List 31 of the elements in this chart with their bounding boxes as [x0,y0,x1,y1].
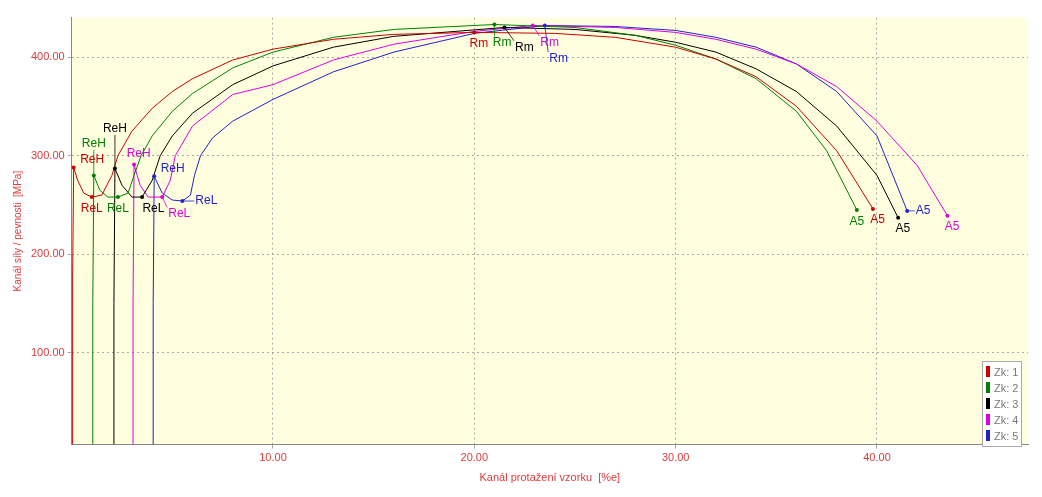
x-tick-label: 10.00 [259,451,287,464]
x-axis-title: Kanál protažení vzorku [%e] [479,471,621,484]
annotation: Rm [540,34,560,49]
annotation: Rm [469,35,489,50]
annotation: A5 [870,212,886,227]
annotation: Rm [514,39,534,54]
legend-label: Zk: 3 [994,397,1019,410]
legend-label: Zk: 1 [994,365,1019,378]
y-tick-label: 400.00 [30,50,65,63]
annotation: ReH [102,120,127,135]
legend-label: Zk: 5 [994,429,1019,442]
x-tick-label: 40.00 [863,451,891,464]
annotation: Rm [549,51,568,66]
annotation: ReL [168,206,191,221]
annotation: A5 [849,214,865,229]
y-tick-label: 200.00 [30,247,65,260]
annotation: ReL [142,200,165,215]
x-tick-label: 30.00 [661,451,690,464]
annotation: ReL [195,193,218,208]
y-axis-title: Kanál síly / pevnosti [MPa] [11,170,23,292]
annotation: A5 [944,219,960,234]
legend-label: Zk: 4 [994,413,1019,426]
x-tick-label: 20.00 [460,451,489,464]
y-tick-label: 300.00 [30,148,65,161]
annotation: A5 [915,203,931,218]
y-tick-label: 100.00 [30,345,65,358]
annotation: A5 [895,221,911,236]
annotation: Rm [492,35,512,50]
legend-label: Zk: 2 [994,381,1019,394]
annotation: ReH [126,145,151,160]
annotation: ReH [81,135,106,150]
